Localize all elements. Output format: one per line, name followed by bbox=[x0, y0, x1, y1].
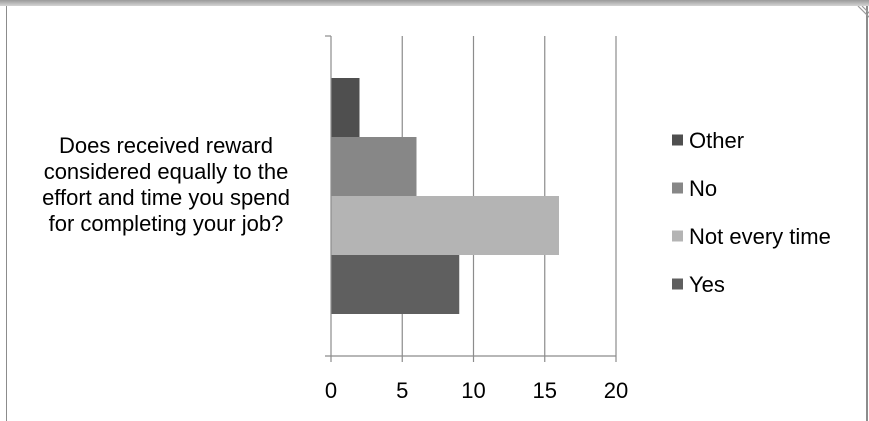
legend-swatch bbox=[672, 182, 683, 194]
legend-label: No bbox=[689, 176, 717, 201]
legend-item: Other bbox=[672, 128, 744, 153]
legend-item: Yes bbox=[672, 272, 725, 297]
legend-swatch bbox=[672, 134, 683, 146]
y-category-label: Does received reward considered equally … bbox=[12, 133, 320, 237]
legend-item: Not every time bbox=[672, 224, 831, 249]
chart-top-border bbox=[0, 0, 869, 6]
bar-no bbox=[331, 137, 417, 196]
chart-left-border bbox=[6, 6, 7, 421]
legend-swatch bbox=[672, 230, 683, 242]
bar-layer bbox=[331, 78, 559, 314]
legend: Other No Not every time Yes bbox=[672, 128, 831, 297]
category-label-line: considered equally to the bbox=[43, 159, 289, 184]
x-tick-label: 20 bbox=[604, 378, 628, 403]
bar-other bbox=[331, 78, 360, 137]
bar-not-every-time bbox=[331, 196, 559, 255]
axis-layer bbox=[325, 35, 617, 362]
tick-label-layer: 0 5 10 15 20 bbox=[325, 378, 628, 403]
legend-swatch bbox=[672, 278, 683, 290]
legend-label: Yes bbox=[689, 272, 725, 297]
x-tick-label: 5 bbox=[396, 378, 408, 403]
category-label-line: effort and time you spend bbox=[42, 185, 290, 210]
category-label-line: for completing your job? bbox=[48, 211, 284, 236]
x-tick-label: 10 bbox=[461, 378, 485, 403]
bar-yes bbox=[331, 255, 460, 314]
category-label-line: Does received reward bbox=[59, 133, 273, 158]
legend-label: Other bbox=[689, 128, 744, 153]
chart-right-border bbox=[866, 6, 868, 421]
legend-item: No bbox=[672, 176, 717, 201]
legend-label: Not every time bbox=[689, 224, 831, 249]
x-tick-label: 15 bbox=[533, 378, 557, 403]
x-tick-label: 0 bbox=[325, 378, 337, 403]
